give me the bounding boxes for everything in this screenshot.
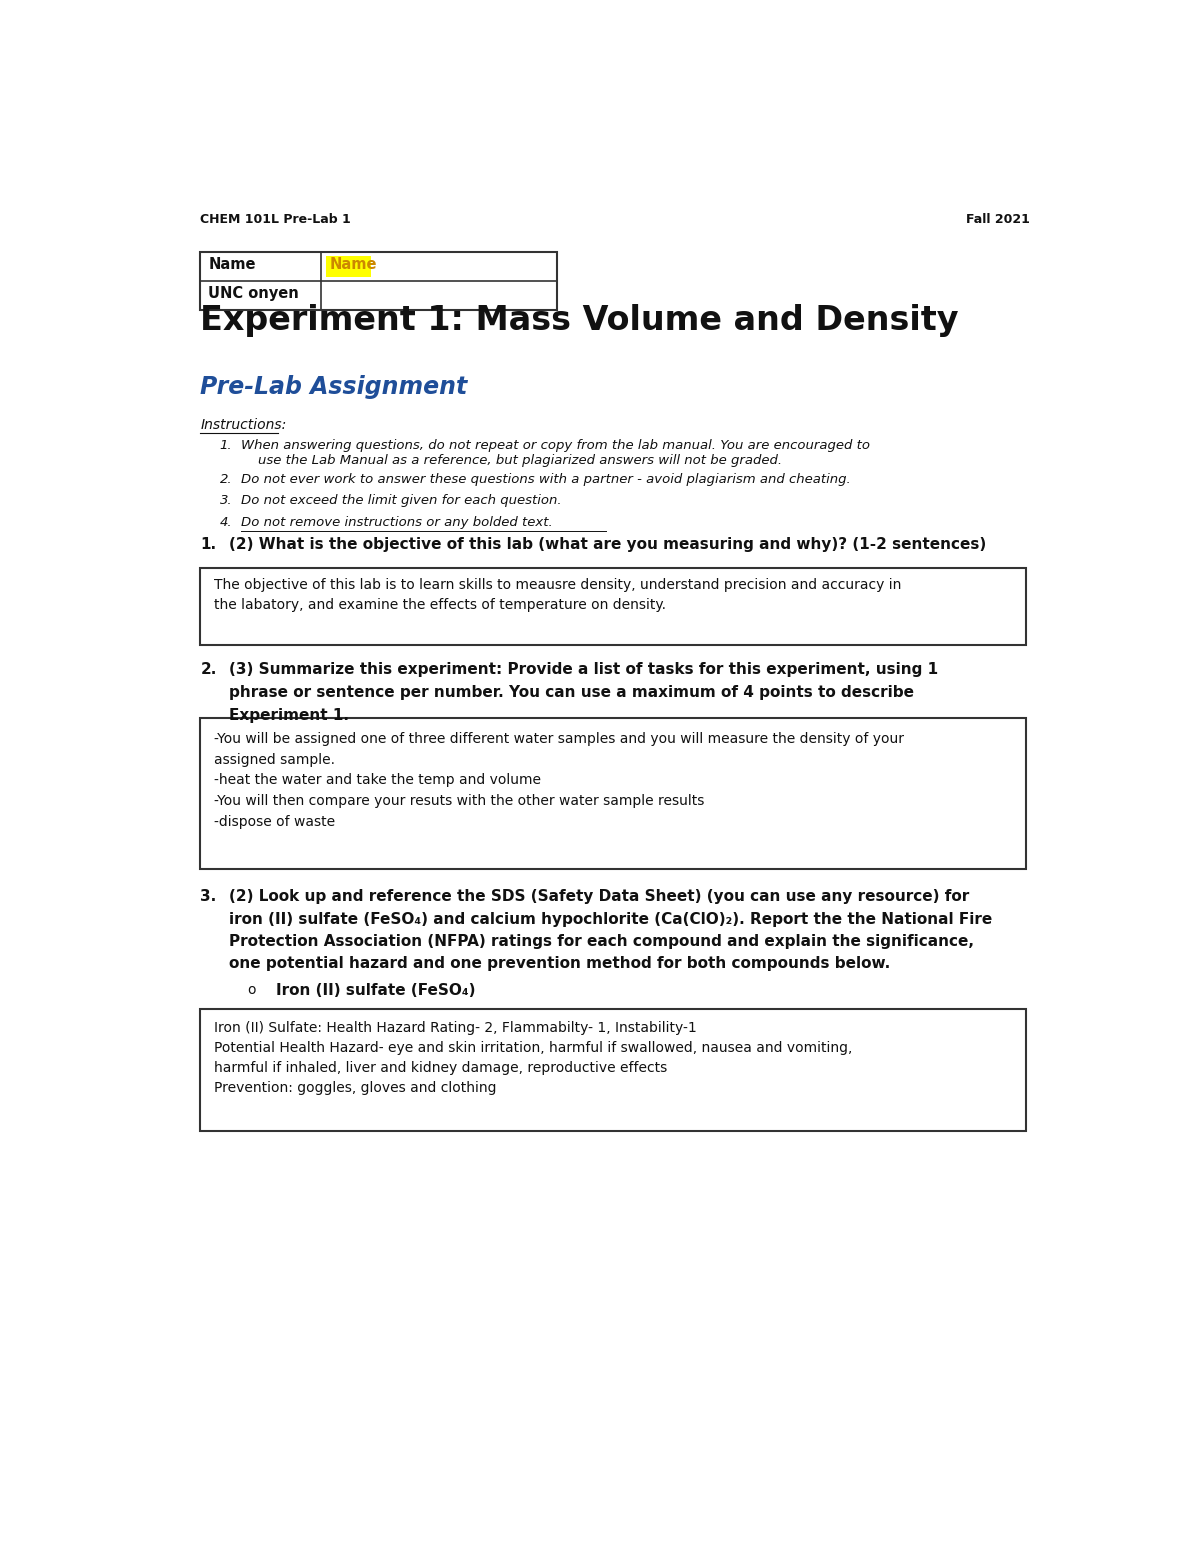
Text: Do not remove instructions or any bolded text.: Do not remove instructions or any bolded… — [241, 516, 553, 530]
Text: Protection Association (NFPA) ratings for each compound and explain the signific: Protection Association (NFPA) ratings fo… — [229, 933, 974, 949]
FancyBboxPatch shape — [200, 252, 557, 311]
Text: (2) What is the objective of this lab (what are you measuring and why)? (1-2 sen: (2) What is the objective of this lab (w… — [229, 537, 986, 551]
Text: Do not ever work to answer these questions with a partner - avoid plagiarism and: Do not ever work to answer these questio… — [241, 472, 851, 486]
FancyBboxPatch shape — [200, 719, 1026, 868]
Text: 3.: 3. — [220, 494, 233, 508]
Text: When answering questions, do not repeat or copy from the lab manual. You are enc: When answering questions, do not repeat … — [241, 439, 870, 467]
Text: 1.: 1. — [220, 439, 233, 452]
Text: (2) Look up and reference the SDS (Safety Data Sheet) (you can use any resource): (2) Look up and reference the SDS (Safet… — [229, 890, 970, 904]
Text: Experiment 1: Mass Volume and Density: Experiment 1: Mass Volume and Density — [200, 304, 959, 337]
Text: -You will be assigned one of three different water samples and you will measure : -You will be assigned one of three diffe… — [214, 733, 904, 829]
Text: Name: Name — [330, 258, 377, 272]
Text: one potential hazard and one prevention method for both compounds below.: one potential hazard and one prevention … — [229, 957, 890, 971]
Text: o: o — [247, 983, 256, 997]
Text: CHEM 101L Pre-Lab 1: CHEM 101L Pre-Lab 1 — [200, 213, 352, 227]
FancyBboxPatch shape — [200, 567, 1026, 644]
Text: UNC onyen: UNC onyen — [208, 286, 299, 301]
Text: (3) Summarize this experiment: Provide a list of tasks for this experiment, usin: (3) Summarize this experiment: Provide a… — [229, 662, 938, 677]
Text: Iron (II) sulfate (FeSO₄): Iron (II) sulfate (FeSO₄) — [276, 983, 475, 999]
Text: iron (II) sulfate (FeSO₄) and calcium hypochlorite (Ca(ClO)₂). Report the the Na: iron (II) sulfate (FeSO₄) and calcium hy… — [229, 912, 992, 927]
Text: Do not exceed the limit given for each question.: Do not exceed the limit given for each q… — [241, 494, 562, 508]
Text: 4.: 4. — [220, 516, 233, 530]
Text: Fall 2021: Fall 2021 — [966, 213, 1030, 227]
FancyBboxPatch shape — [200, 1009, 1026, 1131]
Text: Experiment 1.: Experiment 1. — [229, 708, 349, 724]
Text: 3.: 3. — [200, 890, 217, 904]
Text: Instructions:: Instructions: — [200, 418, 287, 432]
Text: Iron (II) Sulfate: Health Hazard Rating- 2, Flammabilty- 1, Instability-1
Potent: Iron (II) Sulfate: Health Hazard Rating-… — [214, 1020, 852, 1095]
Text: The objective of this lab is to learn skills to meausre density, understand prec: The objective of this lab is to learn sk… — [214, 578, 901, 612]
Text: Name: Name — [208, 258, 256, 272]
Text: 2.: 2. — [200, 662, 217, 677]
Text: 2.: 2. — [220, 472, 233, 486]
Text: 1.: 1. — [200, 537, 216, 551]
FancyBboxPatch shape — [326, 256, 371, 278]
Text: Pre-Lab Assignment: Pre-Lab Assignment — [200, 374, 468, 399]
Text: phrase or sentence per number. You can use a maximum of 4 points to describe: phrase or sentence per number. You can u… — [229, 685, 914, 700]
